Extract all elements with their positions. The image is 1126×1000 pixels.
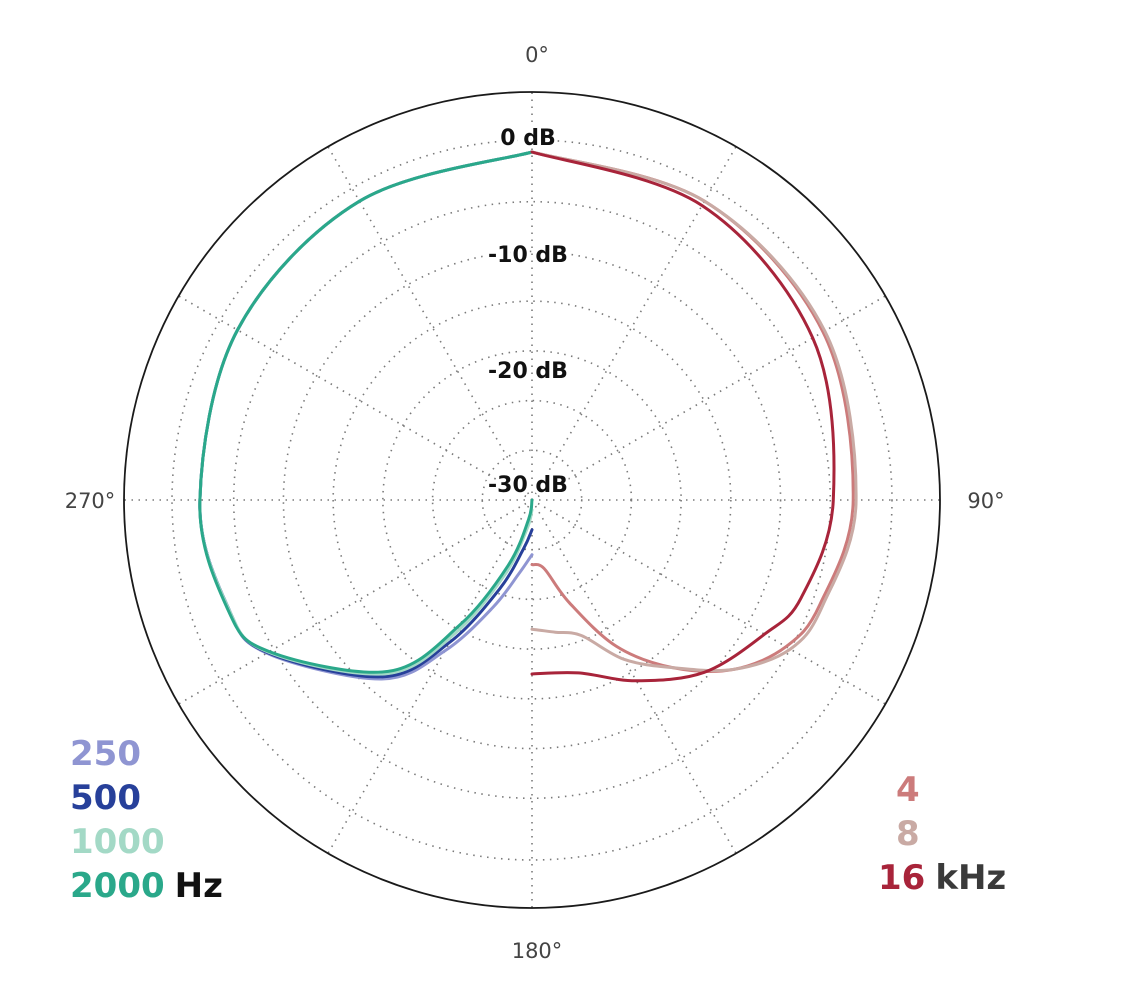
legend-label-16: 16 bbox=[878, 858, 926, 898]
grid-circle--15 bbox=[332, 300, 732, 700]
outer-circle bbox=[123, 91, 941, 909]
series-line-16 bbox=[530, 150, 836, 683]
grid-spoke-210 bbox=[327, 499, 533, 854]
radial-label--20: -20 dB bbox=[488, 359, 568, 384]
legend-label-500: 500 bbox=[70, 778, 141, 818]
series-line-8 bbox=[530, 150, 858, 673]
legend-entry-250: 250 bbox=[70, 732, 223, 776]
legend-right: 4 8 16 kHz bbox=[878, 768, 1006, 900]
legend-entry-2000: 2000 Hz bbox=[70, 864, 223, 908]
angle-label-0: 0° bbox=[525, 43, 549, 67]
grid-spoke-300 bbox=[178, 295, 533, 501]
legend-label-250: 250 bbox=[70, 734, 141, 774]
legend-left: 250 500 1000 2000 Hz bbox=[70, 732, 223, 908]
legend-entry-8: 8 bbox=[878, 812, 1006, 856]
legend-entry-1000: 1000 bbox=[70, 820, 223, 864]
legend-entry-500: 500 bbox=[70, 776, 223, 820]
grid bbox=[123, 91, 941, 909]
grid-circle-0 bbox=[171, 139, 893, 861]
angle-label-270: 270° bbox=[65, 489, 116, 513]
series-line-2000 bbox=[198, 150, 534, 674]
legend-entry-4: 4 bbox=[878, 768, 1006, 812]
grid-circle--20 bbox=[382, 350, 682, 650]
grid-spoke-60 bbox=[531, 295, 886, 501]
radial-label--30: -30 dB bbox=[488, 473, 568, 498]
legend-unit-left: Hz bbox=[174, 866, 223, 906]
radial-label--10: -10 dB bbox=[488, 243, 568, 268]
series-lines bbox=[198, 150, 858, 683]
legend-entry-16: 16 kHz bbox=[878, 856, 1006, 900]
grid-spoke-330 bbox=[327, 146, 533, 501]
legend-label-4: 4 bbox=[896, 770, 920, 810]
legend-unit-right: kHz bbox=[935, 858, 1007, 898]
grid-spoke-30 bbox=[531, 146, 737, 501]
grid-spoke-150 bbox=[531, 499, 737, 854]
grid-circle--5 bbox=[232, 200, 832, 800]
legend-label-8: 8 bbox=[896, 814, 920, 854]
grid-spoke-240 bbox=[178, 499, 533, 705]
angle-label-90: 90° bbox=[967, 489, 1004, 513]
grid-circle--10 bbox=[282, 250, 782, 750]
series-line-1000 bbox=[198, 150, 534, 676]
legend-label-1000: 1000 bbox=[70, 822, 165, 862]
angle-label-180: 180° bbox=[512, 939, 563, 963]
axis-labels: 0° 90° 180° 270° 0 dB -10 dB -20 dB -30 dB bbox=[65, 43, 1005, 963]
radial-label-0: 0 dB bbox=[500, 126, 555, 151]
legend-label-2000: 2000 bbox=[70, 866, 165, 906]
grid-spoke-120 bbox=[531, 499, 886, 705]
